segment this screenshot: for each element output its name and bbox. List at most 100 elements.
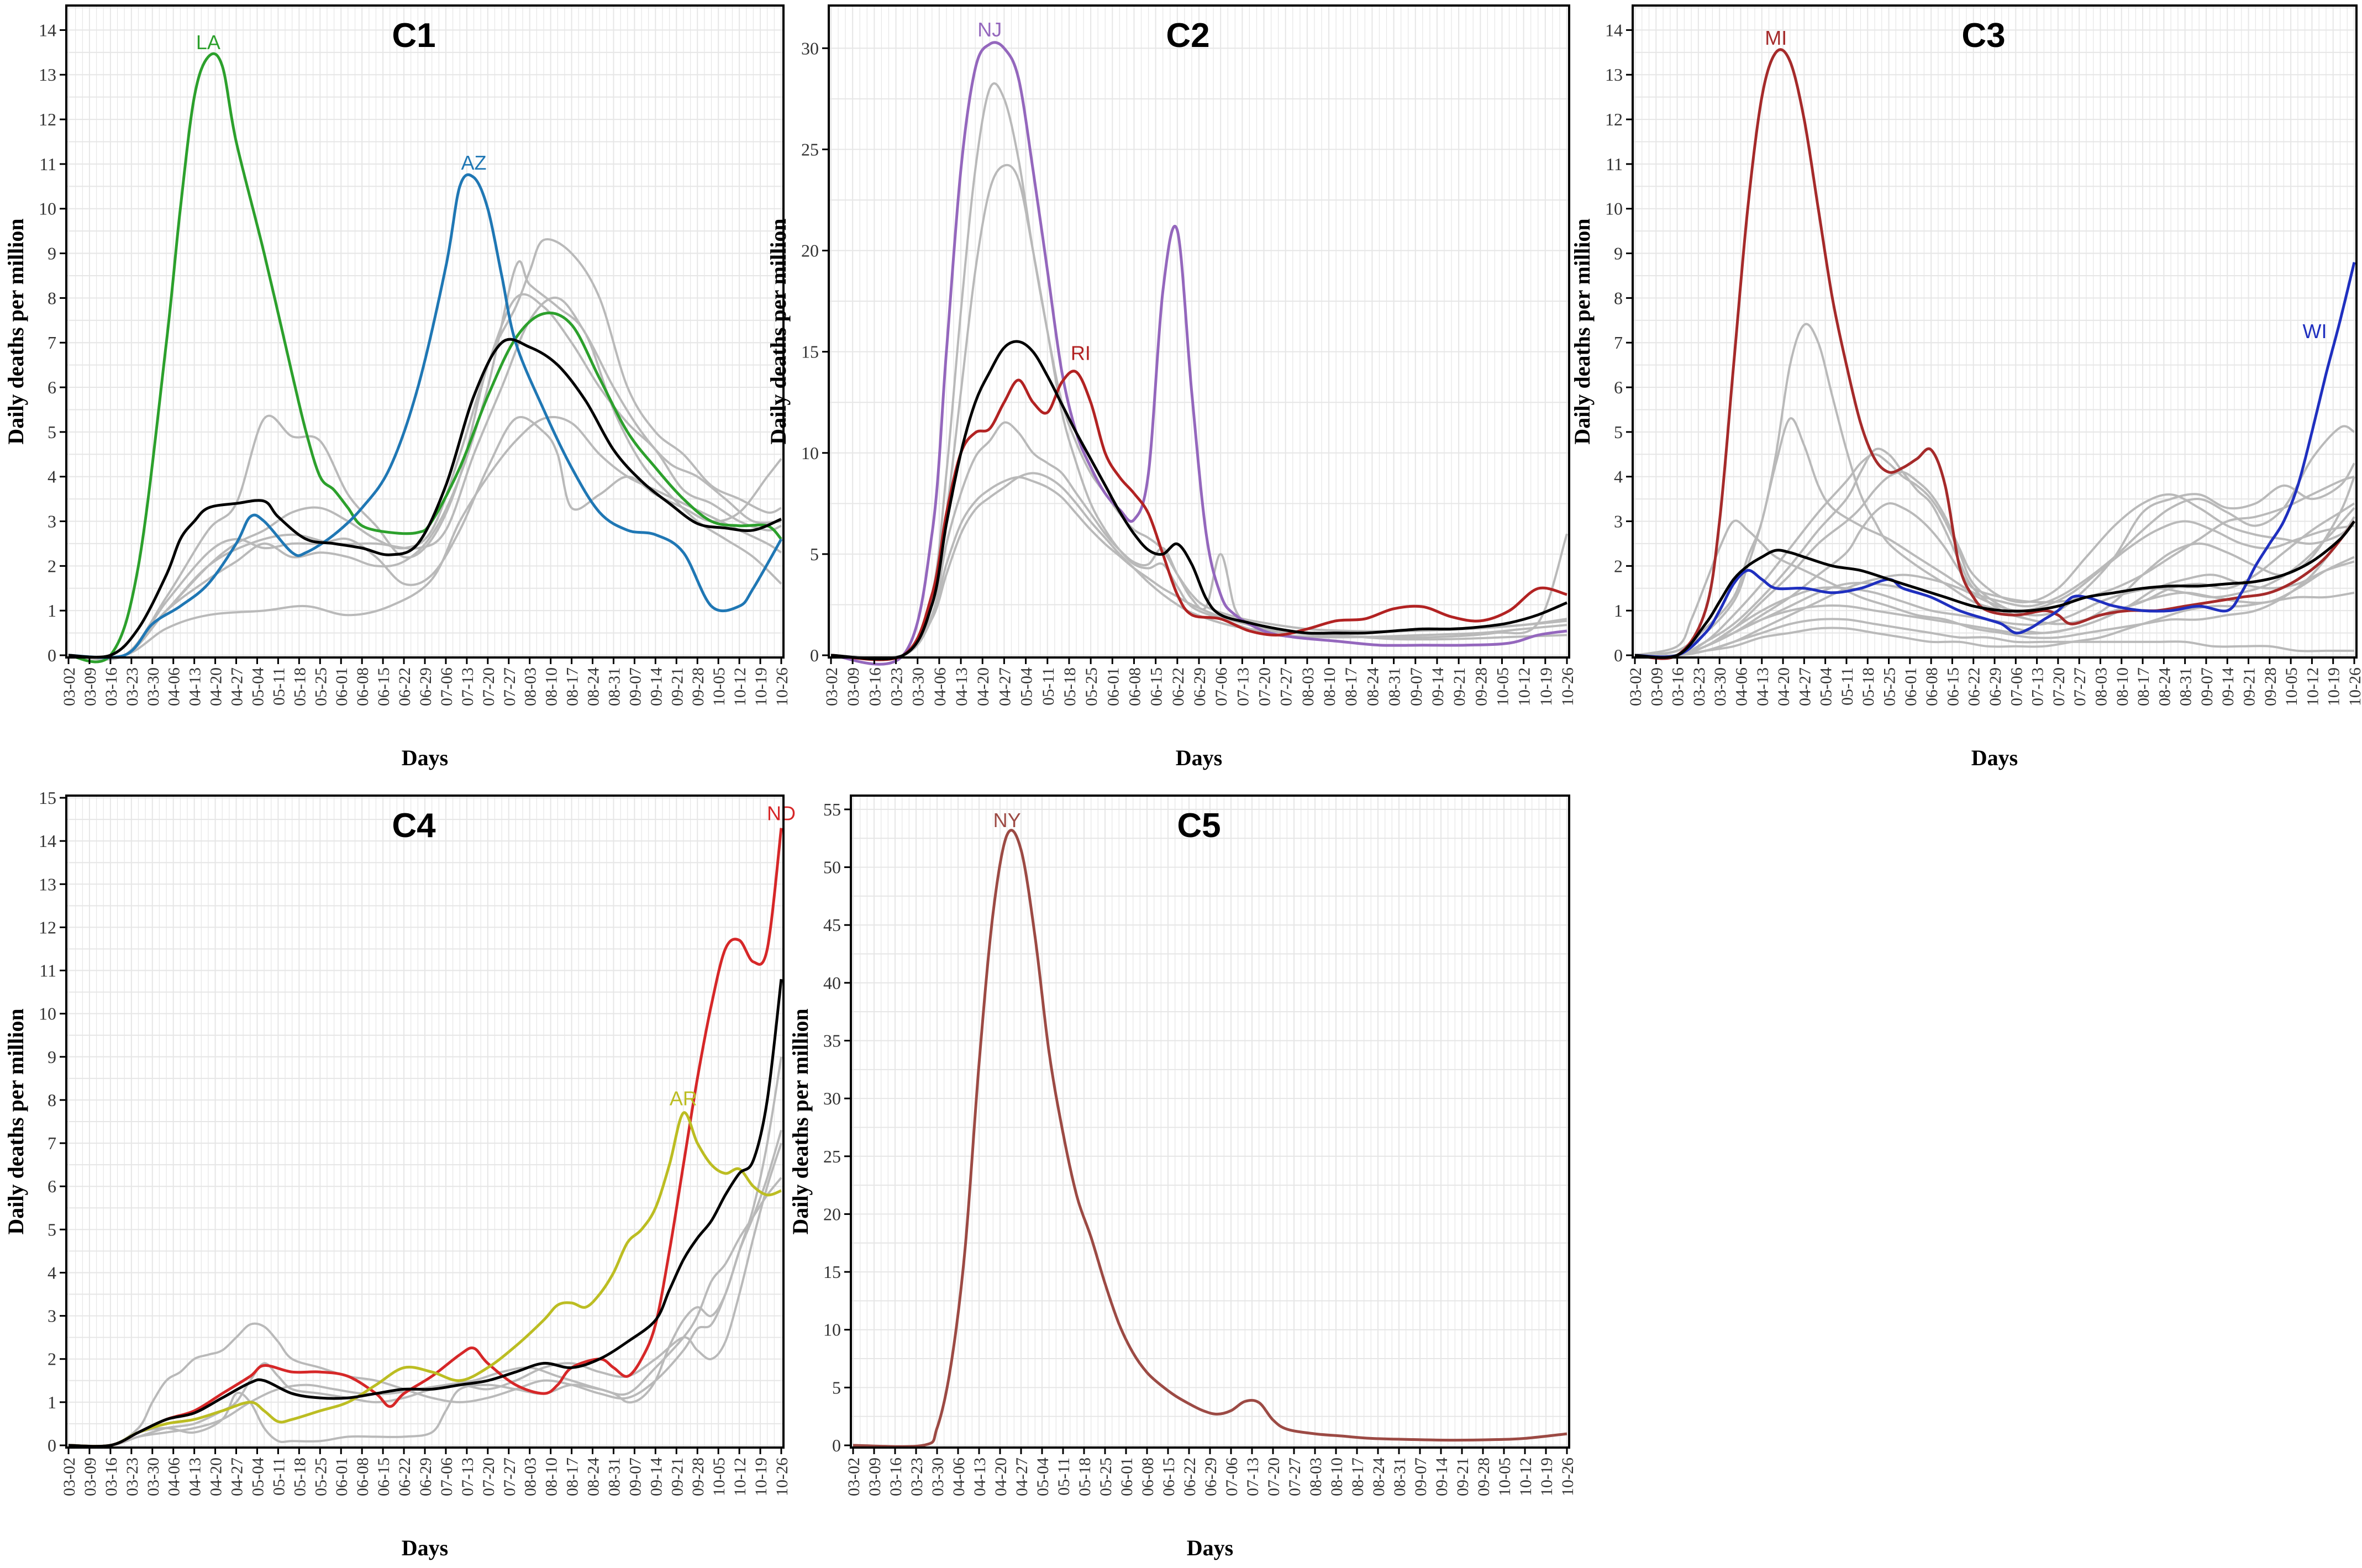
series-label-wi: WI [2303, 320, 2327, 343]
x-tick-label: 10-26 [1559, 1457, 1577, 1496]
x-tick-label: 05-18 [1076, 1457, 1094, 1496]
y-axis-title: Daily deaths per million [766, 218, 791, 444]
x-tick-label: 10-26 [773, 667, 791, 706]
x-tick-label: 06-22 [396, 1457, 414, 1496]
x-tick-label: 10-05 [1496, 1457, 1514, 1496]
series-line-background [68, 293, 782, 660]
x-tick-label: 07-27 [501, 1457, 519, 1496]
series-line-mean [68, 978, 783, 1448]
x-tick-label: 06-22 [396, 667, 414, 706]
y-tick-label: 0 [48, 645, 56, 665]
y-axis-title: Daily deaths per million [3, 1008, 28, 1234]
y-tick-label: 15 [823, 1262, 841, 1282]
x-tick-label: 10-12 [1516, 667, 1534, 706]
y-tick-label: 0 [832, 1435, 841, 1455]
series-label-ar: AR [670, 1087, 697, 1109]
x-tick-label: 09-14 [647, 667, 665, 706]
y-tick-label: 1 [48, 601, 56, 620]
x-tick-label: 10-19 [2325, 667, 2343, 706]
panel-title: C5 [1177, 807, 1221, 845]
x-tick-label: 07-13 [2029, 667, 2047, 706]
series-line-background [1634, 471, 2355, 657]
x-axis-title: Days [1971, 745, 2018, 770]
x-axis-title: Days [1187, 1535, 1233, 1560]
y-tick-label: 20 [823, 1204, 841, 1224]
x-tick-label: 08-10 [543, 667, 561, 706]
y-tick-label: 3 [1614, 512, 1623, 532]
y-tick-label: 4 [48, 467, 56, 487]
x-tick-label: 10-12 [2303, 667, 2322, 706]
x-tick-label: 07-27 [1277, 667, 1296, 706]
series-line-background [830, 476, 1567, 660]
x-tick-label: 03-02 [1627, 667, 1645, 706]
panel-title: C4 [392, 807, 436, 845]
y-tick-label: 30 [823, 1088, 841, 1108]
x-tick-label: 10-12 [731, 1457, 749, 1496]
x-tick-label: 04-06 [950, 1457, 968, 1496]
y-tick-label: 5 [1614, 422, 1623, 442]
y-axis-title: Daily deaths per million [3, 218, 28, 444]
x-tick-label: 06-15 [1944, 667, 1962, 706]
x-tick-label: 04-20 [992, 1457, 1010, 1496]
x-tick-label: 09-21 [668, 1457, 686, 1496]
y-tick-label: 2 [48, 556, 56, 576]
x-tick-label: 09-07 [1407, 667, 1425, 706]
x-axis-title: Days [402, 745, 448, 770]
x-tick-label: 03-30 [144, 667, 162, 706]
panel-title: C2 [1166, 17, 1209, 55]
x-tick-label: 06-15 [375, 1457, 393, 1496]
y-tick-label: 13 [1605, 65, 1623, 85]
x-tick-label: 09-21 [668, 667, 686, 706]
x-tick-label: 06-29 [417, 1457, 435, 1496]
series-label-ny: NY [993, 809, 1021, 832]
x-tick-label: 06-08 [354, 667, 372, 706]
x-tick-label: 08-24 [585, 1457, 603, 1496]
x-tick-label: 03-23 [908, 1457, 926, 1496]
y-tick-label: 30 [801, 38, 819, 58]
x-axis-title: Days [1176, 745, 1222, 770]
y-tick-label: 12 [1605, 109, 1623, 129]
x-tick-label: 05-25 [1082, 667, 1101, 706]
y-tick-label: 14 [39, 831, 56, 851]
series-line-background [68, 296, 782, 660]
x-tick-label: 04-13 [186, 1457, 204, 1496]
series-label-ri: RI [1071, 341, 1091, 364]
x-tick-label: 08-31 [1386, 667, 1404, 706]
y-tick-label: 12 [39, 109, 56, 129]
x-tick-label: 04-06 [1732, 667, 1750, 706]
y-tick-label: 5 [810, 544, 819, 564]
x-tick-label: 09-07 [626, 667, 644, 706]
x-tick-label: 05-04 [249, 1457, 267, 1496]
x-tick-label: 03-02 [60, 667, 78, 706]
y-tick-label: 8 [48, 288, 56, 308]
x-tick-label: 06-15 [1160, 1457, 1178, 1496]
y-tick-label: 6 [48, 377, 56, 397]
x-tick-label: 04-13 [1754, 667, 1772, 706]
x-tick-label: 03-02 [60, 1457, 78, 1496]
x-tick-label: 07-27 [501, 667, 519, 706]
y-tick-label: 10 [801, 443, 819, 463]
x-tick-label: 09-14 [1433, 1457, 1451, 1496]
y-tick-label: 6 [48, 1176, 56, 1196]
x-tick-label: 04-27 [228, 1457, 246, 1496]
series-line-nj [830, 41, 1567, 666]
x-tick-label: 09-28 [689, 1457, 707, 1496]
series-line-mean [830, 340, 1567, 661]
x-tick-label: 07-13 [459, 1457, 477, 1496]
x-tick-label: 05-18 [291, 1457, 309, 1496]
series-label-mi: MI [1765, 27, 1787, 49]
series-line-background [1634, 520, 2355, 657]
x-tick-label: 08-31 [605, 667, 623, 706]
series-line-nd [68, 828, 783, 1448]
y-tick-label: 3 [48, 1306, 56, 1326]
x-tick-label: 06-29 [1986, 667, 2005, 706]
y-tick-label: 15 [801, 342, 819, 362]
x-tick-label: 04-20 [207, 667, 225, 706]
series-line-background [68, 1056, 782, 1448]
x-tick-label: 05-11 [1838, 667, 1856, 706]
x-tick-label: 07-20 [1256, 667, 1274, 706]
x-tick-label: 03-09 [844, 667, 862, 706]
x-tick-label: 06-08 [1125, 667, 1144, 706]
